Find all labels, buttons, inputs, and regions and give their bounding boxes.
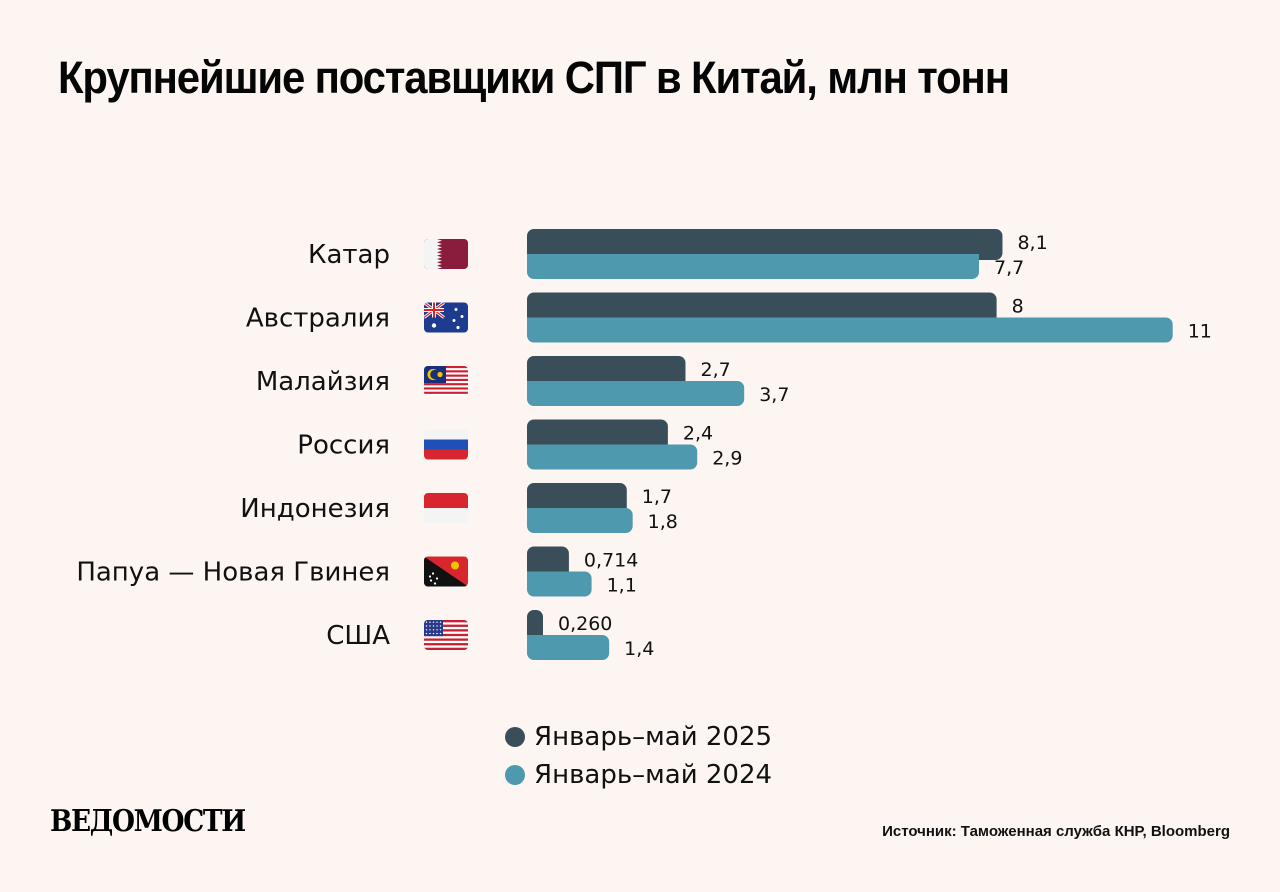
category-label: США [326,621,390,651]
papua-new-guinea-flag-icon [424,556,468,587]
category-row: Малайзия 2,7 3,7 [256,356,789,406]
value-label-2025: 8 [1012,296,1024,318]
category-label: Катар [308,240,390,270]
value-label-2025: 0,260 [558,613,612,635]
bar-2025 [527,546,569,578]
category-label: Австралия [246,304,390,334]
legend: Январь–май 2025 Январь–май 2024 [505,718,772,794]
chart-title: Крупнейшие поставщики СПГ в Китай, млн т… [58,52,1010,103]
value-label-2025: 0,714 [584,550,638,572]
bar-2025 [527,356,686,387]
bar-2024-join [527,571,569,580]
source-note: Источник: Таможенная служба КНР, Bloombe… [882,823,1230,840]
russia-flag-icon [424,429,468,460]
bar-2024-join [527,508,627,516]
value-label-2024: 11 [1188,321,1212,343]
bar-2025 [527,292,997,324]
australia-flag-icon [424,302,468,333]
category-row: Индонезия 1,7 1,8 [240,483,678,533]
bar-2025 [527,610,543,641]
vedomosti-logo: ВЕДОМОСТИ [50,804,246,839]
category-label: Папуа — Новая Гвинея [76,558,390,588]
bar-2024-join [527,317,997,326]
legend-dot-2025 [505,727,525,747]
value-label-2025: 2,4 [683,423,713,445]
bar-2025 [527,419,668,451]
category-row: Россия 2,4 2,9 [297,419,742,470]
legend-item-2024: Январь–май 2024 [505,756,772,794]
bar-2024 [527,635,610,660]
bar-2024-join [527,444,668,453]
category-label: Россия [297,431,390,461]
value-label-2024: 3,7 [759,384,789,406]
value-label-2024: 1,1 [607,575,637,597]
legend-label-2024: Январь–май 2024 [534,760,773,790]
category-label: Индонезия [240,494,390,524]
legend-item-2025: Январь–май 2025 [505,718,772,756]
value-label-2024: 1,8 [648,511,678,533]
value-label-2024: 2,9 [712,448,742,470]
value-label-2025: 2,7 [700,359,730,381]
malaysia-flag-icon [424,366,468,396]
category-label: Малайзия [256,367,390,397]
bar-2025 [527,483,627,514]
value-label-2024: 1,4 [624,638,654,660]
category-row: США 0,260 1,4 [326,610,654,660]
value-label-2024: 7,7 [994,257,1024,279]
value-label-2025: 8,1 [1017,232,1047,254]
indonesia-flag-icon [424,493,468,523]
qatar-flag-icon [424,239,468,269]
category-row: Катар 8,1 7,7 [308,229,1048,279]
usa-flag-icon [424,620,468,650]
category-row: Австралия 8 11 [246,292,1212,343]
bar-2024-join [527,254,979,262]
legend-dot-2024 [505,765,525,785]
bar-2025 [527,229,1003,260]
category-row: Папуа — Новая Гвинея 0,714 1,1 [76,546,638,597]
value-label-2025: 1,7 [642,486,672,508]
bar-2024-join [527,635,543,643]
bar-2024-join [527,381,686,389]
legend-label-2025: Январь–май 2025 [534,722,773,752]
